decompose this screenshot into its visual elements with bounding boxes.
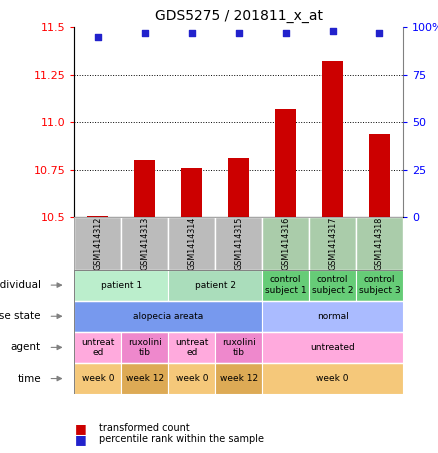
Text: control
subject 2: control subject 2: [312, 275, 353, 295]
Title: GDS5275 / 201811_x_at: GDS5275 / 201811_x_at: [155, 10, 323, 24]
Bar: [356, 270, 403, 301]
Text: ■: ■: [74, 422, 86, 434]
Text: transformed count: transformed count: [99, 423, 189, 433]
Bar: [74, 217, 121, 270]
Text: week 0: week 0: [81, 374, 114, 383]
Text: ruxolini
tib: ruxolini tib: [222, 337, 256, 357]
Text: week 0: week 0: [316, 374, 349, 383]
Text: untreated: untreated: [310, 343, 355, 352]
Bar: [215, 363, 262, 394]
Bar: [309, 270, 356, 301]
Text: GSM1414312: GSM1414312: [93, 217, 102, 270]
Text: normal: normal: [317, 312, 349, 321]
Bar: [74, 301, 262, 332]
Text: percentile rank within the sample: percentile rank within the sample: [99, 434, 264, 444]
Bar: [262, 332, 403, 363]
Text: individual: individual: [0, 280, 41, 290]
Bar: [121, 332, 168, 363]
Bar: [168, 217, 215, 270]
Point: [282, 29, 289, 37]
Text: GSM1414316: GSM1414316: [281, 217, 290, 270]
Text: patient 2: patient 2: [195, 280, 236, 289]
Bar: [322, 62, 343, 217]
Text: disease state: disease state: [0, 311, 41, 321]
Bar: [87, 216, 109, 217]
Bar: [134, 160, 155, 217]
Text: control
subject 1: control subject 1: [265, 275, 307, 295]
Bar: [228, 159, 249, 217]
Bar: [262, 301, 403, 332]
Bar: [168, 332, 215, 363]
Bar: [309, 217, 356, 270]
Bar: [121, 217, 168, 270]
Text: alopecia areata: alopecia areata: [133, 312, 203, 321]
Bar: [74, 270, 168, 301]
Bar: [356, 217, 403, 270]
Point: [235, 29, 242, 37]
Text: agent: agent: [11, 342, 41, 352]
Point: [141, 29, 148, 37]
Bar: [275, 109, 296, 217]
Text: untreat
ed: untreat ed: [175, 337, 208, 357]
Bar: [369, 134, 390, 217]
Bar: [168, 363, 215, 394]
Bar: [215, 217, 262, 270]
Text: ■: ■: [74, 433, 86, 446]
Bar: [181, 168, 202, 217]
Bar: [168, 270, 262, 301]
Text: week 12: week 12: [219, 374, 258, 383]
Text: control
subject 3: control subject 3: [359, 275, 400, 295]
Bar: [262, 363, 403, 394]
Text: week 12: week 12: [126, 374, 164, 383]
Point: [188, 29, 195, 37]
Point: [95, 33, 102, 40]
Text: untreat
ed: untreat ed: [81, 337, 115, 357]
Text: GSM1414317: GSM1414317: [328, 217, 337, 270]
Text: week 0: week 0: [176, 374, 208, 383]
Bar: [74, 332, 121, 363]
Bar: [262, 217, 309, 270]
Text: patient 1: patient 1: [101, 280, 142, 289]
Bar: [262, 270, 309, 301]
Text: GSM1414313: GSM1414313: [140, 217, 149, 270]
Text: GSM1414314: GSM1414314: [187, 217, 196, 270]
Bar: [121, 363, 168, 394]
Text: GSM1414318: GSM1414318: [375, 217, 384, 270]
Bar: [215, 332, 262, 363]
Point: [376, 29, 383, 37]
Point: [329, 27, 336, 34]
Text: GSM1414315: GSM1414315: [234, 217, 243, 270]
Text: time: time: [18, 374, 41, 384]
Text: ruxolini
tib: ruxolini tib: [128, 337, 162, 357]
Bar: [74, 363, 121, 394]
